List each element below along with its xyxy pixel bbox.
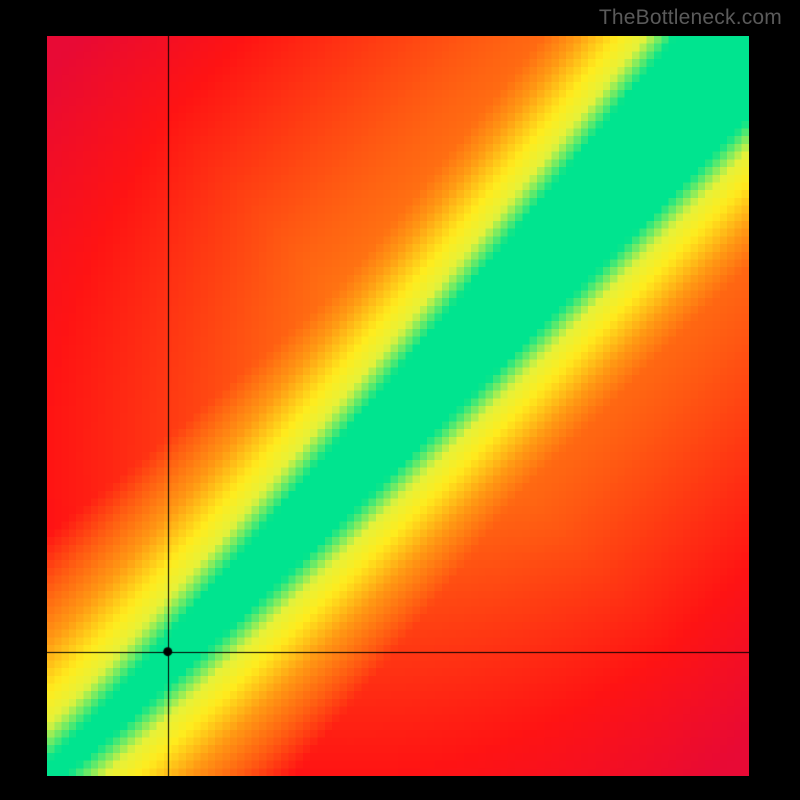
figure-container: TheBottleneck.com bbox=[0, 0, 800, 800]
crosshair-overlay bbox=[47, 36, 749, 776]
watermark-text: TheBottleneck.com bbox=[599, 6, 782, 30]
